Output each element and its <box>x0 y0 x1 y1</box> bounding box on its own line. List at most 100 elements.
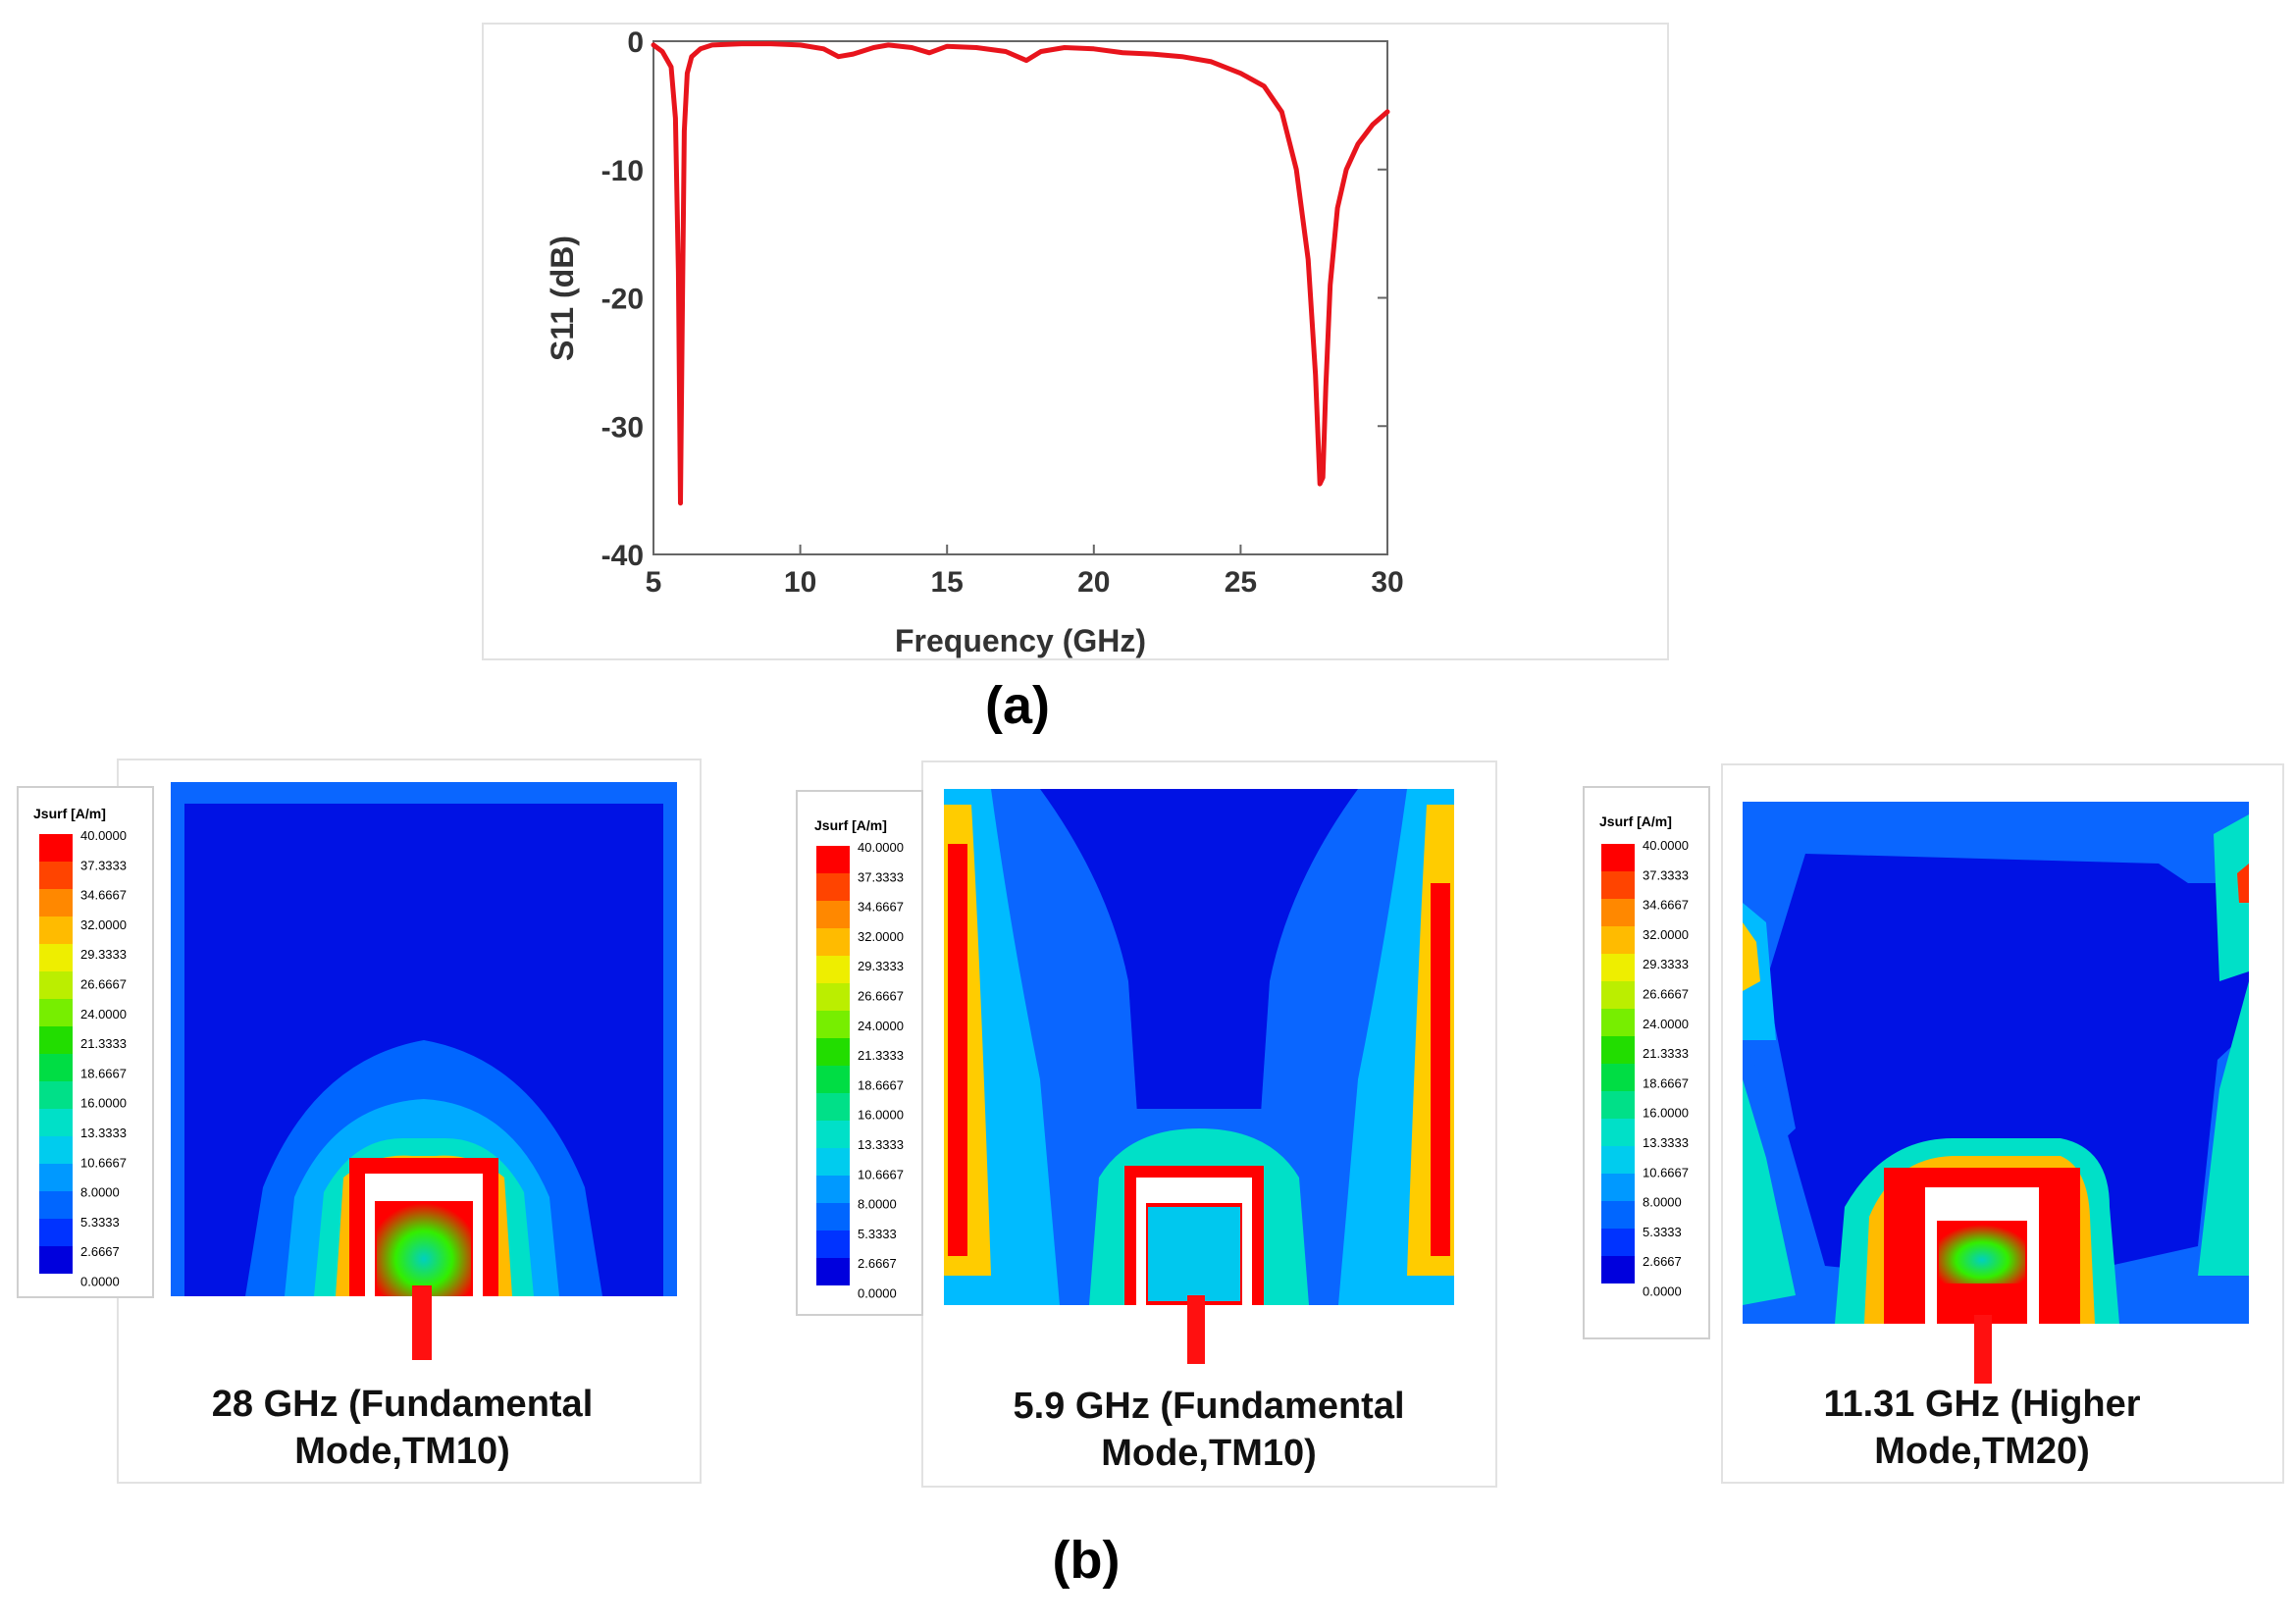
colorbar-value: 10.6667 <box>858 1167 904 1181</box>
colorbar-swatches <box>1601 844 1635 1283</box>
colorbar-swatch <box>816 956 850 983</box>
colorbar-value: 21.3333 <box>858 1048 904 1063</box>
colorbar-swatch <box>1601 1064 1635 1091</box>
colorbar-swatch <box>816 1231 850 1258</box>
colorbar-value: 5.3333 <box>80 1215 120 1230</box>
colorbar-value: 40.0000 <box>1643 838 1689 853</box>
heatmap-11-31ghz: Jsurf [A/m] 40.0000 37.3333 34.6667 32.0000… <box>1583 763 2284 1484</box>
field-contour <box>171 782 184 1296</box>
y-tick-label: -10 <box>601 155 644 187</box>
heatmap-caption-line2: Mode,TM10) <box>1101 1433 1317 1474</box>
edge-hotspot <box>1431 883 1450 1256</box>
colorbar: Jsurf [A/m] 40.0000 37.3333 34.6667 32.0000… <box>814 817 904 1301</box>
colorbar-value: 16.0000 <box>80 1096 127 1111</box>
colorbar-swatch <box>816 846 850 873</box>
colorbar-value: 0.0000 <box>80 1275 120 1289</box>
colorbar-swatch <box>816 1148 850 1176</box>
heatmap-caption-line1: 5.9 GHz (Fundamental <box>1013 1386 1404 1427</box>
colorbar-title: Jsurf [A/m] <box>814 817 887 833</box>
colorbar-swatch <box>816 1093 850 1121</box>
colorbar-value: 18.6667 <box>80 1066 127 1080</box>
heatmap-28ghz: Jsurf [A/m] 40.0000 37.3333 34.6667 32.0000… <box>17 759 702 1484</box>
field-contour <box>1743 1079 1796 1305</box>
colorbar-value: 29.3333 <box>858 959 904 973</box>
colorbar-swatch <box>1601 1174 1635 1201</box>
colorbar-swatches <box>39 834 73 1274</box>
inner-patch-field <box>377 1203 471 1296</box>
colorbar-swatch <box>1601 871 1635 899</box>
x-tick-label: 25 <box>1225 566 1257 599</box>
feed-slot <box>1925 1187 2039 1221</box>
colorbar-swatch <box>816 1038 850 1066</box>
field-contour <box>1743 802 2249 1178</box>
colorbar-swatch <box>39 944 73 971</box>
patch-field <box>1743 802 2249 1384</box>
feed-slot <box>2027 1187 2039 1324</box>
field-contour <box>171 782 677 804</box>
colorbar-swatch <box>39 862 73 889</box>
patch-field <box>171 782 677 1360</box>
heatmap-caption-line1: 11.31 GHz (Higher <box>1823 1384 2140 1425</box>
x-tick-label: 20 <box>1077 566 1110 599</box>
colorbar-value: 37.3333 <box>858 869 904 884</box>
y-tick-label: 0 <box>627 26 644 59</box>
colorbar-swatch <box>1601 981 1635 1009</box>
colorbar-swatch <box>1601 1091 1635 1119</box>
colorbar-swatch <box>816 1121 850 1148</box>
x-axis-ticks: 5 10 15 20 25 30 <box>646 545 1404 599</box>
colorbar-swatch <box>39 1109 73 1136</box>
colorbar-value: 40.0000 <box>858 840 904 855</box>
feed-slot <box>1925 1187 1937 1324</box>
heatmap-caption-line1: 28 GHz (Fundamental <box>212 1384 594 1425</box>
plot-area <box>652 40 1388 555</box>
colorbar-swatch <box>39 889 73 917</box>
inner-patch-field <box>1939 1225 2025 1283</box>
x-tick-label: 30 <box>1371 566 1403 599</box>
edge-hotspot <box>948 844 967 1256</box>
colorbar: Jsurf [A/m] 40.0000 37.3333 34.6667 32.0000… <box>1599 813 1689 1299</box>
panel-label-a: (a) <box>985 676 1050 735</box>
feed-line <box>412 1285 432 1360</box>
colorbar-value: 21.3333 <box>80 1036 127 1051</box>
heatmap-caption-line2: Mode,TM10) <box>294 1431 510 1472</box>
colorbar-swatch <box>1601 844 1635 871</box>
colorbar-value: 2.6667 <box>1643 1254 1682 1269</box>
colorbar-title: Jsurf [A/m] <box>33 806 106 821</box>
colorbar-value: 29.3333 <box>80 947 127 962</box>
colorbar-value: 24.0000 <box>80 1007 127 1022</box>
feed-line <box>1187 1295 1205 1364</box>
colorbar-swatch <box>1601 1009 1635 1036</box>
x-tick-label: 5 <box>646 566 662 599</box>
colorbar-swatch <box>39 1054 73 1081</box>
colorbar-swatch <box>39 999 73 1026</box>
colorbar-swatch <box>816 1176 850 1203</box>
colorbar-value: 18.6667 <box>858 1077 904 1092</box>
colorbar-value: 0.0000 <box>858 1286 897 1301</box>
colorbar-value: 32.0000 <box>80 917 127 932</box>
field-contour <box>2198 981 2249 1276</box>
colorbar-swatch <box>1601 1036 1635 1064</box>
colorbar-value: 5.3333 <box>1643 1225 1682 1239</box>
colorbar-swatches <box>816 846 850 1285</box>
colorbar-value: 32.0000 <box>1643 927 1689 942</box>
colorbar-value: 26.6667 <box>1643 987 1689 1002</box>
colorbar-swatch <box>39 1136 73 1164</box>
colorbar-swatch <box>39 1219 73 1246</box>
colorbar-swatch <box>39 1191 73 1219</box>
colorbar-swatch <box>39 971 73 999</box>
colorbar-swatch <box>816 1203 850 1231</box>
colorbar-swatch <box>1601 1201 1635 1229</box>
field-contour <box>2237 864 2249 903</box>
colorbar-value: 24.0000 <box>1643 1017 1689 1031</box>
colorbar-value: 10.6667 <box>80 1155 127 1170</box>
colorbar-value: 34.6667 <box>80 888 127 903</box>
colorbar-swatch <box>39 1026 73 1054</box>
colorbar-swatch <box>1601 1229 1635 1256</box>
series-layer <box>651 41 1390 506</box>
colorbar-value: 0.0000 <box>1643 1284 1682 1299</box>
colorbar-swatch <box>816 1258 850 1285</box>
colorbar-swatch <box>816 983 850 1011</box>
colorbar-swatch <box>39 917 73 944</box>
s11-line-chart: 5 10 15 20 25 30 0 -10 -20 -30 -40 Frequency (GHz… <box>482 23 1669 735</box>
feed-slot <box>1242 1178 1252 1305</box>
